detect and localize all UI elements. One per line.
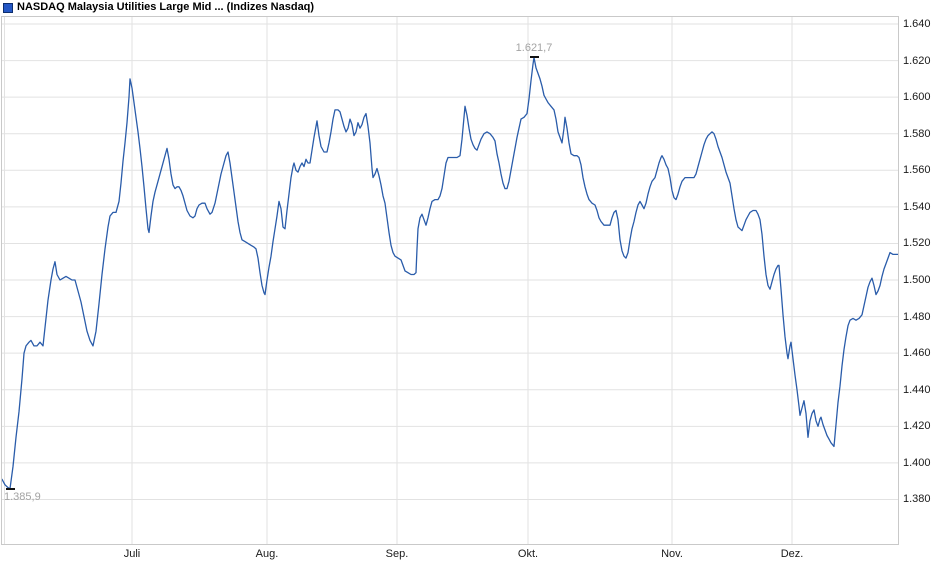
y-axis-label: 1.500 [903, 274, 931, 287]
min-tick-mark [5, 487, 15, 490]
y-axis-label: 1.640 [903, 18, 931, 30]
y-axis-label: 1.380 [903, 493, 931, 506]
y-axis-label: 1.620 [903, 54, 931, 67]
index-price-line [2, 56, 898, 490]
x-axis-label: Dez. [780, 548, 804, 560]
plot-area [1, 16, 899, 545]
x-axis-label: Juli [123, 548, 141, 560]
max-value-label: 1.621,7 [515, 42, 553, 55]
price-line-chart [2, 17, 898, 544]
min-value-label: 1.385,9 [4, 490, 41, 503]
y-axis-label: 1.560 [903, 164, 931, 177]
y-axis-label: 1.460 [903, 347, 931, 360]
max-tick-mark [529, 56, 539, 59]
y-axis-label: 1.520 [903, 237, 931, 250]
series-legend-icon [3, 3, 13, 13]
y-axis-label: 1.440 [903, 383, 931, 396]
x-axis-label: Nov. [661, 548, 683, 560]
x-axis-label: Aug. [255, 548, 279, 560]
x-axis-label: Okt. [517, 548, 539, 560]
chart-title: NASDAQ Malaysia Utilities Large Mid ... … [17, 1, 315, 13]
chart-header: NASDAQ Malaysia Utilities Large Mid ... … [0, 0, 940, 16]
y-axis-label: 1.480 [903, 310, 931, 323]
y-axis-label: 1.420 [903, 420, 931, 433]
y-axis-label: 1.600 [903, 91, 931, 104]
y-axis-label: 1.580 [903, 127, 931, 140]
x-axis-label: Sep. [385, 548, 409, 560]
y-axis-label: 1.400 [903, 456, 931, 469]
y-axis-label: 1.540 [903, 200, 931, 213]
